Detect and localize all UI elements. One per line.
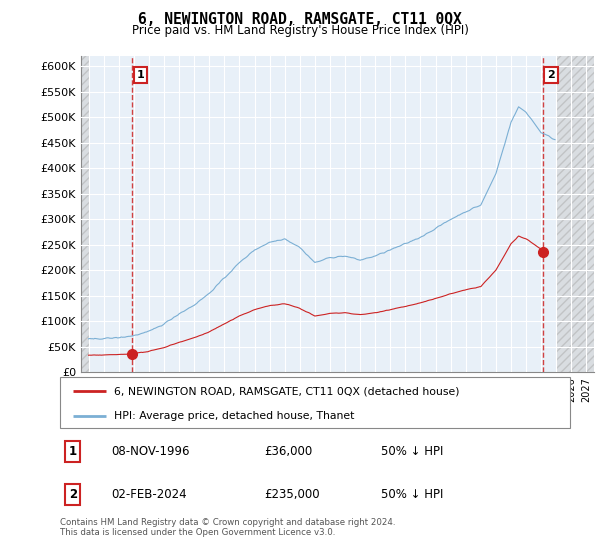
Text: £235,000: £235,000: [264, 488, 320, 501]
Text: Price paid vs. HM Land Registry's House Price Index (HPI): Price paid vs. HM Land Registry's House …: [131, 24, 469, 36]
Text: Contains HM Land Registry data © Crown copyright and database right 2024.
This d: Contains HM Land Registry data © Crown c…: [60, 518, 395, 538]
Text: 50% ↓ HPI: 50% ↓ HPI: [382, 488, 443, 501]
Text: HPI: Average price, detached house, Thanet: HPI: Average price, detached house, Than…: [113, 410, 354, 421]
Text: 1: 1: [136, 70, 144, 80]
Text: 2: 2: [68, 488, 77, 501]
Text: 2: 2: [547, 70, 555, 80]
Bar: [556, 56, 594, 372]
Text: £36,000: £36,000: [264, 445, 312, 458]
Text: 50% ↓ HPI: 50% ↓ HPI: [382, 445, 443, 458]
Text: 6, NEWINGTON ROAD, RAMSGATE, CT11 0QX: 6, NEWINGTON ROAD, RAMSGATE, CT11 0QX: [138, 12, 462, 27]
Bar: [81, 56, 89, 372]
Text: 02-FEB-2024: 02-FEB-2024: [111, 488, 187, 501]
Text: 6, NEWINGTON ROAD, RAMSGATE, CT11 0QX (detached house): 6, NEWINGTON ROAD, RAMSGATE, CT11 0QX (d…: [113, 386, 459, 396]
Text: 1: 1: [68, 445, 77, 458]
Text: 08-NOV-1996: 08-NOV-1996: [111, 445, 190, 458]
FancyBboxPatch shape: [60, 377, 570, 428]
